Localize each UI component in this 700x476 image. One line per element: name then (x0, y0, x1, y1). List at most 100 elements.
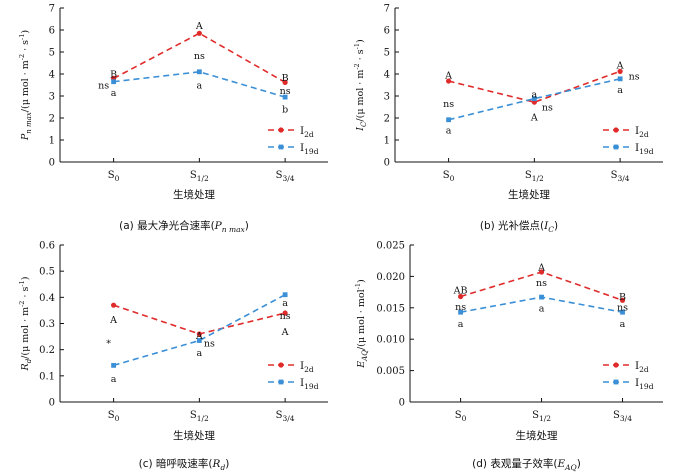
legend-label: I19d (300, 142, 319, 156)
significance-label: a (111, 374, 117, 385)
data-point-I19d (620, 309, 625, 315)
legend-label: I19d (635, 142, 654, 156)
significance-label: A (195, 331, 203, 342)
data-point-I19d (282, 292, 288, 298)
data-point-I19d (111, 79, 116, 85)
y-tick-label: 0.4 (39, 293, 55, 304)
y-tick-label: 0 (384, 158, 390, 169)
legend-marker (613, 362, 619, 368)
legend-label: I19d (300, 377, 319, 391)
legend-item-I19d: I19d (603, 377, 654, 391)
legend-item-I2d: I2d (268, 360, 314, 374)
legend-marker (613, 127, 619, 133)
significance-label: A (616, 61, 624, 72)
data-point-I19d (282, 94, 288, 100)
x-tick-label: S0 (455, 410, 467, 423)
data-point-I2d (196, 331, 202, 337)
significance-label: ns (194, 51, 205, 62)
x-tick-label: S1/2 (532, 410, 551, 423)
significance-label: a (532, 89, 538, 100)
y-tick-label: 0.1 (39, 371, 55, 382)
legend-item-I2d: I2d (268, 125, 314, 139)
x-axis-title: 生境处理 (508, 188, 550, 201)
data-point-I2d (458, 293, 464, 300)
significance-label: ns (280, 86, 291, 97)
data-point-I19d (196, 338, 202, 343)
x-tick-label: S0 (108, 170, 120, 183)
significance-label: A (195, 21, 203, 32)
y-tick-label: 5 (49, 48, 55, 59)
x-tick-label: S3/4 (276, 410, 295, 423)
significance-label: a (617, 85, 623, 96)
legend-item-I19d: I19d (268, 142, 319, 156)
significance-label: a (446, 126, 452, 137)
legend-marker (278, 127, 284, 133)
significance-label: b (282, 105, 288, 116)
significance-label: ns (542, 103, 553, 114)
significance-label: a (458, 319, 464, 330)
significance-label: A (537, 262, 545, 273)
x-tick-label: S3/4 (276, 170, 295, 183)
y-axis-title: Rd/(μ mol · m-2 · s-1) (18, 277, 33, 372)
data-point-I2d (282, 79, 288, 85)
y-tick-label: 6 (384, 26, 390, 37)
significance-label: A (444, 71, 452, 82)
x-tick-label: S1/2 (525, 170, 544, 183)
legend-item-I19d: I19d (603, 142, 654, 156)
significance-label: AB (453, 286, 468, 297)
legend-label: I19d (635, 377, 654, 391)
y-tick-label: 0.025 (376, 241, 405, 252)
data-point-I2d (538, 269, 545, 275)
data-point-I19d (196, 69, 202, 75)
y-tick-label: 7 (384, 4, 390, 15)
y-tick-label: 0 (49, 398, 55, 409)
x-axis-title: 生境处理 (173, 188, 215, 201)
data-point-I19d (458, 309, 463, 315)
significance-label: ns (617, 303, 628, 314)
data-point-I2d (619, 297, 626, 303)
chart-panel-rd: 00.10.20.30.40.50.6S0 S1/2 S3/4A*aAnsaansA… (18, 241, 328, 472)
y-tick-label: 0.010 (376, 335, 405, 346)
y-axis-title: IC/(μ mol · m-2 · s-1) (353, 39, 368, 131)
significance-label: a (197, 348, 203, 359)
y-tick-label: 0.020 (376, 272, 405, 283)
x-axis-title: 生境处理 (173, 429, 215, 442)
legend-marker (278, 362, 284, 368)
x-axis-title: 生境处理 (516, 429, 558, 442)
y-tick-label: 2 (49, 114, 55, 125)
series-line-I19d (113, 70, 286, 98)
y-tick-label: 4 (49, 70, 55, 81)
significance-label: a (197, 81, 203, 92)
x-tick-label: S0 (108, 410, 120, 423)
y-tick-label: 0.6 (39, 241, 55, 252)
significance-label: ns (280, 311, 291, 322)
y-tick-label: 5 (384, 48, 390, 59)
significance-label: ns (443, 99, 454, 110)
y-tick-label: 3 (49, 92, 55, 103)
y-tick-label: 0.2 (39, 345, 55, 356)
panel-caption: (d) 表观量子效率(EAQ) (472, 457, 581, 472)
significance-label: a (620, 319, 626, 330)
x-tick-label: S1/2 (190, 410, 209, 423)
significance-label: ns (98, 81, 109, 92)
series-line-I2d (113, 32, 286, 84)
y-tick-label: 2 (384, 114, 390, 125)
significance-label: ns (629, 72, 640, 83)
y-tick-label: 0.005 (376, 366, 405, 377)
y-tick-label: 7 (49, 4, 55, 15)
data-point-I19d (539, 294, 544, 300)
y-tick-label: 0.3 (39, 319, 55, 330)
data-point-I2d (282, 310, 288, 316)
y-axis-title: EAQ/(μ mol · mol-1) (354, 279, 369, 369)
legend-label: I2d (300, 125, 314, 139)
legend-marker (278, 144, 284, 150)
x-tick-label: S1/2 (190, 170, 209, 183)
significance-label: a (539, 303, 545, 314)
significance-label: B (282, 73, 289, 84)
significance-label: A (281, 327, 289, 338)
data-point-I2d (446, 78, 452, 84)
legend-label: I2d (635, 125, 649, 139)
